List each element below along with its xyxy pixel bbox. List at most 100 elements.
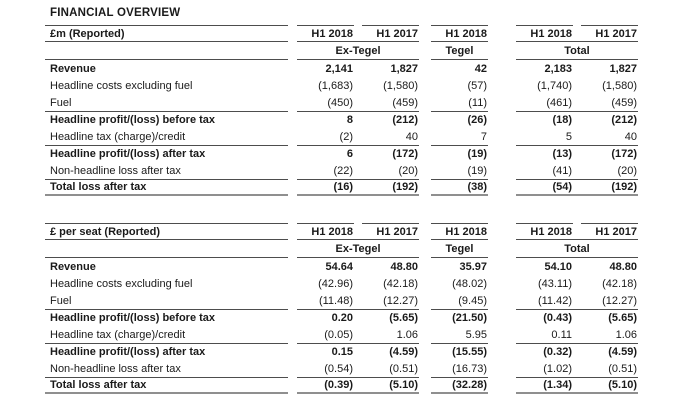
column-gap [419,275,431,292]
cell-value: (11.42) [537,294,572,307]
total-values: 5 40 [516,128,638,145]
cell-value: 48.80 [390,260,418,273]
cell-value: (42.18) [602,277,637,290]
tegel-values: (9.45) [431,292,488,309]
column-header: H1 2017 [362,223,419,239]
unit-label: £ per seat (Reported) [45,223,288,240]
cell-value: (12.27) [383,294,418,307]
column-gap [419,377,431,394]
cell-value: 1.06 [396,328,418,341]
column-gap [488,94,516,111]
column-gap [419,145,431,162]
column-gap [288,94,297,111]
ex-tegel-values: (0.54) (0.51) [297,360,419,377]
cell-value: (41) [552,164,572,177]
column-gap [419,309,431,326]
cell-value: (20) [398,164,418,177]
cell-value: 1.06 [615,328,637,341]
ex-tegel-values: (11.48) (12.27) [297,292,419,309]
column-header: H1 2017 [581,25,638,41]
table-row: Total loss after tax (16) (192) (38) (54… [45,179,638,196]
column-gap [419,343,431,360]
column-gap [488,128,516,145]
ex-tegel-values: 8 (212) [297,111,419,128]
row-label: Total loss after tax [45,377,288,394]
cell-value: (42.96) [318,277,353,290]
cell-value: (1.34) [543,379,572,391]
column-gap [419,77,431,94]
cell-value: (42.18) [383,277,418,290]
cell-value: 48.80 [609,260,637,273]
table-body: Revenue 2,141 1,827 42 2,183 1,827 Headl… [45,60,638,196]
cell-value: (0.51) [389,362,418,375]
row-label: Headline profit/(loss) after tax [45,343,288,360]
cell-value: (4.59) [608,346,637,358]
row-label: Headline profit/(loss) after tax [45,145,288,162]
tegel-values: (19) [431,162,488,179]
column-gap [419,179,431,196]
column-gap [288,258,297,275]
group-label-total: Total [516,42,638,60]
total-values: (1.02) (0.51) [516,360,638,377]
ex-tegel-values: 6 (172) [297,145,419,162]
table-row: Headline profit/(loss) after tax 6 (172)… [45,145,638,162]
column-gap [419,240,431,258]
cell-value: (172) [392,148,418,160]
column-gap [288,179,297,196]
total-values: (13) (172) [516,145,638,162]
cell-value: (13) [552,148,572,160]
table-row: Non-headline loss after tax (0.54) (0.51… [45,360,638,377]
total-values: (43.11) (42.18) [516,275,638,292]
cell-value: (450) [327,96,353,109]
row-label: Headline profit/(loss) before tax [45,111,288,128]
cell-value: (0.39) [324,379,353,391]
column-gap [488,42,516,60]
cell-value: 0.20 [331,312,353,324]
cell-value: (1,580) [602,79,637,92]
cell-value: (459) [611,96,637,109]
row-label: Headline costs excluding fuel [50,277,193,290]
table-row: Revenue 54.64 48.80 35.97 54.10 48.80 [45,258,638,275]
cell-value: 40 [405,130,418,143]
row-label: Headline tax (charge)/credit [50,328,186,341]
cell-value: 54.10 [544,260,572,273]
column-gap [288,275,297,292]
table-row: Headline costs excluding fuel (42.96) (4… [45,275,638,292]
row-label: Fuel [50,96,72,109]
cell-value: (48.02) [452,277,487,290]
tegel-values: (19) [431,145,488,162]
column-gap [288,77,297,94]
cell-value: (19) [467,148,487,160]
column-gap [288,360,297,377]
column-header: H1 2017 [362,25,419,41]
cell-value: (192) [392,181,418,193]
column-gap [288,377,297,394]
column-gap [488,25,516,42]
ex-tegel-values: (0.39) (5.10) [297,377,419,394]
cell-value: 2,141 [325,62,353,75]
cell-value: (21.50) [452,312,487,324]
column-gap [488,377,516,394]
cell-value: 0.15 [331,346,353,358]
column-gap [419,326,431,343]
table-row: Headline tax (charge)/credit (0.05) 1.06… [45,326,638,343]
ex-tegel-header-group: H1 2018 H1 2017 [297,25,419,42]
cell-value: (461) [546,96,572,109]
ex-tegel-values: (450) (459) [297,94,419,111]
cell-value: (26) [467,114,487,126]
cell-value: (32.28) [452,379,487,391]
tegel-values: 42 [431,60,488,77]
column-gap [419,223,431,240]
cell-value: (43.11) [537,277,572,290]
cell-value: (11.48) [318,294,353,307]
total-values: 2,183 1,827 [516,60,638,77]
cell-value: (192) [611,181,637,193]
tegel-values: (26) [431,111,488,128]
column-gap [288,162,297,179]
tegel-values: (38) [431,179,488,196]
column-gap [288,309,297,326]
column-gap [419,292,431,309]
column-gap [288,25,297,42]
row-label: Non-headline loss after tax [50,362,181,375]
cell-value: 2,183 [544,62,572,75]
